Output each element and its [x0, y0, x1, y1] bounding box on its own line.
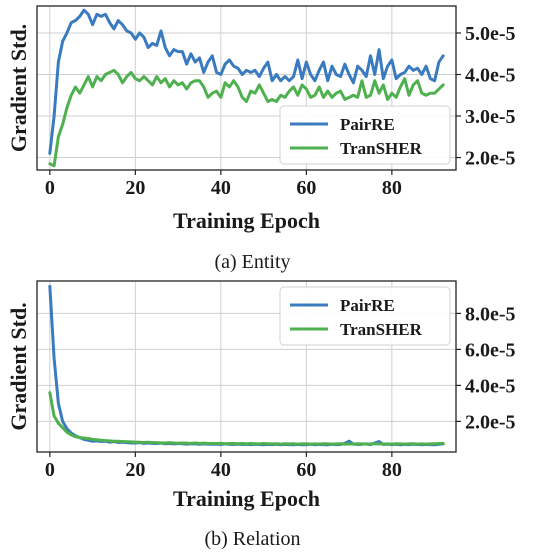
entity-series-transher — [48, 68, 445, 168]
chart-relation: 0 20 40 60 80 2.0e-5 4.0e-5 6.0e-5 8.0e-5 PairR… — [6, 280, 516, 550]
relation-x-ticks: 0 20 40 60 80 — [45, 452, 402, 481]
entity-y-tick-label: 2.0e-5 — [465, 148, 516, 170]
relation-caption: (b) Relation — [204, 528, 300, 550]
relation-series-transher — [48, 391, 445, 446]
relation-y-tick-label: 2.0e-5 — [465, 411, 516, 433]
relation-x-tick-label: 60 — [296, 459, 316, 481]
relation-x-axis-label: Training Epoch — [173, 486, 320, 511]
relation-x-tick-label: 20 — [125, 459, 145, 481]
relation-x-tick-label: 0 — [45, 459, 55, 481]
relation-series — [48, 284, 445, 447]
entity-y-axis-label: Gradient Std. — [6, 24, 31, 152]
relation-y-tick-label: 4.0e-5 — [465, 375, 516, 397]
entity-legend-label-pairre: PairRE — [340, 115, 395, 134]
entity-plot-frame — [36, 5, 457, 171]
relation-legend-label-pairre: PairRE — [340, 296, 395, 315]
entity-series-pairre — [48, 8, 445, 155]
entity-x-tick-label: 80 — [382, 177, 402, 199]
relation-x-tick-label: 40 — [211, 459, 231, 481]
entity-y-tick-label: 5.0e-5 — [465, 23, 516, 45]
entity-x-axis-label: Training Epoch — [173, 208, 320, 233]
entity-legend-label-transher: TranSHER — [340, 139, 423, 158]
relation-x-tick-label: 80 — [382, 459, 402, 481]
relation-legend: PairRE TranSHER — [279, 286, 451, 346]
chart-entity: 0 20 40 60 80 2.0e-5 3.0e-5 4.0e-5 5.0e-5 PairR… — [6, 5, 516, 273]
entity-x-ticks: 0 20 40 60 80 — [45, 170, 402, 199]
relation-legend-label-transher: TranSHER — [340, 320, 423, 339]
entity-grid — [37, 6, 456, 170]
entity-x-tick-label: 0 — [45, 177, 55, 199]
relation-y-axis-label: Gradient Std. — [6, 302, 31, 430]
entity-legend: PairRE TranSHER — [279, 105, 451, 165]
relation-y-tick-label: 8.0e-5 — [465, 303, 516, 325]
entity-y-ticks: 2.0e-5 3.0e-5 4.0e-5 5.0e-5 — [456, 23, 516, 170]
relation-y-tick-label: 6.0e-5 — [465, 339, 516, 361]
entity-x-tick-label: 60 — [296, 177, 316, 199]
relation-y-ticks: 2.0e-5 4.0e-5 6.0e-5 8.0e-5 — [456, 303, 516, 433]
entity-y-tick-label: 4.0e-5 — [465, 65, 516, 87]
entity-y-tick-label: 3.0e-5 — [465, 106, 516, 128]
entity-series — [48, 8, 445, 168]
relation-plot-frame — [36, 280, 457, 453]
entity-x-tick-label: 40 — [211, 177, 231, 199]
entity-x-tick-label: 20 — [125, 177, 145, 199]
entity-caption: (a) Entity — [214, 251, 290, 273]
